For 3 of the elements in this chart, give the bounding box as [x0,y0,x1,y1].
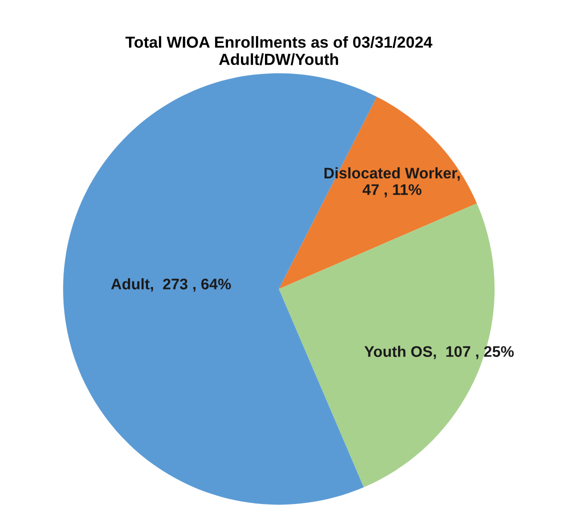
slice-label: Adult, 273 , 64% [111,278,231,292]
chart-title: Total WIOA Enrollments as of 03/31/2024 Adult/DW/Youth [125,36,432,66]
slice-label: Youth OS, 107 , 25% [364,346,514,360]
